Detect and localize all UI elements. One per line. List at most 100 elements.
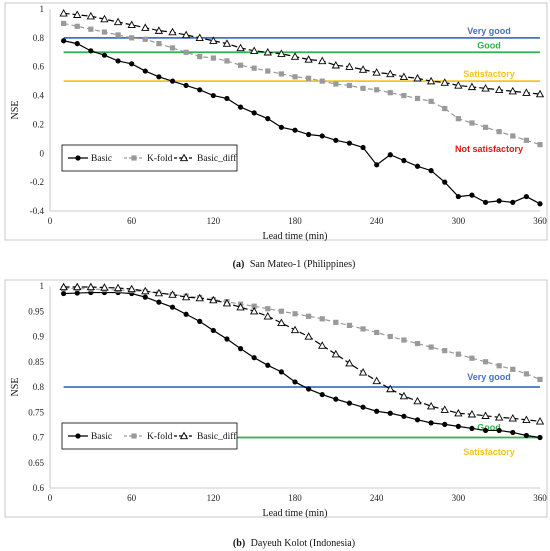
data-point [523,137,529,143]
category-label: Not satisfactory [455,144,523,154]
legend-entry: K-fold [147,153,173,164]
data-point [250,46,259,55]
data-point [290,52,300,60]
data-point [142,294,148,300]
legend-swatch-marker [131,433,137,439]
data-point [481,84,490,92]
data-point [414,417,421,423]
data-point [387,410,393,416]
data-point [510,429,516,436]
legend: Basic K-fold Basic_diff [61,144,238,172]
data-point [318,341,327,349]
data-point [481,411,490,419]
data-point [169,45,176,51]
legend-entry: K-fold [147,431,173,442]
data-point [74,41,80,47]
data-point [537,376,543,383]
series-line [63,291,541,439]
y-tick-label: 0.7 [33,433,45,443]
data-point [414,95,421,102]
data-point [210,327,216,334]
data-point [482,199,489,205]
data-point [86,282,95,291]
panel-a-caption-letter: (a) [233,259,245,270]
data-point [346,400,353,406]
series-basic-diff [59,282,545,425]
data-point [141,23,150,31]
panel-b-chart: 0.6 0.65 0.7 0.75 0.8 0.85 0.9 0.95 1 0 60 120 180 24… [4,279,548,519]
data-point [237,346,244,352]
x-tick-label: 360 [533,216,547,226]
data-point [197,54,203,60]
y-tick-label: 0.8 [33,382,45,392]
data-point [129,61,135,67]
data-point [183,311,189,317]
data-point [537,434,543,441]
data-point [129,35,135,41]
data-point [510,366,516,372]
series-line [63,287,541,380]
data-point [183,82,189,89]
data-point [372,376,381,385]
data-point [168,290,177,298]
data-point [263,47,272,56]
data-point [522,415,531,423]
y-tick-label: 1 [40,281,45,291]
legend: Basic K-fold Basic_diff [61,422,238,450]
data-point [278,124,284,130]
data-point [237,104,244,110]
y-tick-label: 0.6 [33,483,45,493]
data-point [346,140,353,146]
data-point [428,344,434,350]
data-point [61,38,67,44]
data-point [535,89,545,98]
y-tick-label: -0.4 [30,206,45,216]
data-point [537,142,543,148]
data-point [319,78,325,84]
data-point [209,295,218,304]
data-point [346,82,353,89]
data-point [333,396,339,402]
legend-entry: Basic_diff [197,431,237,442]
data-point [495,412,504,421]
data-point [73,282,82,291]
y-axis-label: NSE [10,101,21,120]
data-point [508,86,517,95]
data-point [495,85,504,93]
data-point [195,33,204,42]
data-point [142,36,148,42]
data-point [113,283,123,292]
panel-a-caption-text: San Mateo-1 (Philippines) [250,259,356,270]
data-point [88,48,94,54]
series-k-fold [61,20,543,148]
data-point [278,308,284,314]
y-tick-label: 0 [40,148,45,158]
data-point [183,49,189,55]
data-point [251,355,257,361]
y-tick-label: 0.2 [33,119,44,129]
data-point [442,421,448,427]
data-point [523,432,529,439]
data-point [454,81,463,89]
reference-line-label: Very good [467,372,511,382]
data-point [426,76,436,85]
series-basic [61,38,543,207]
data-point [265,306,271,312]
data-point [141,286,150,295]
data-point [467,409,477,418]
series-basic [61,289,543,441]
data-point [265,362,271,368]
data-point [522,88,531,96]
data-point [115,58,121,64]
panel-b-caption: (b) Dayeuh Kolot (Indonesia) [233,538,355,549]
x-tick-label: 180 [288,216,302,226]
data-point [523,193,529,200]
data-point [236,43,245,52]
data-point [304,332,313,340]
data-point [251,303,257,309]
y-axis-label: NSE [10,378,21,397]
reference-line-label: Good [477,40,501,50]
data-point [440,405,449,413]
data-point [290,325,300,334]
data-point [154,288,164,297]
